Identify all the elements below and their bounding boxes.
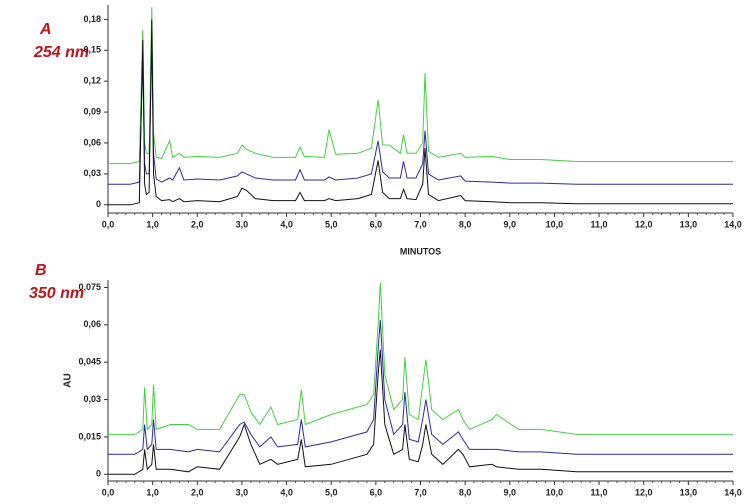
x-tick-label: 9,0 bbox=[504, 219, 517, 229]
x-tick-label: 7,0 bbox=[414, 487, 427, 497]
x-tick-label: 11,0 bbox=[591, 487, 608, 497]
x-tick-label: 0,0 bbox=[102, 219, 115, 229]
x-tick-label: 13,0 bbox=[680, 219, 698, 229]
y-tick-label: 0,09 bbox=[83, 106, 101, 116]
x-tick-label: 12,0 bbox=[635, 487, 653, 497]
x-tick-label: 2,0 bbox=[191, 487, 204, 497]
x-tick-label: 13,0 bbox=[680, 487, 698, 497]
trace bbox=[108, 349, 733, 475]
panel-wavelength: 350 nm bbox=[29, 285, 84, 302]
panel-wavelength: 254 nm bbox=[33, 44, 89, 61]
y-tick-label: 0,045 bbox=[78, 357, 101, 367]
x-tick-label: 2,0 bbox=[191, 219, 204, 229]
y-tick-label: 0 bbox=[96, 199, 101, 209]
x-tick-label: 5,0 bbox=[325, 487, 338, 497]
x-tick-label: 0,0 bbox=[102, 487, 115, 497]
trace bbox=[108, 19, 733, 206]
y-tick-label: 0,03 bbox=[83, 394, 101, 404]
x-tick-label: 14,0 bbox=[724, 487, 742, 497]
x-tick-label: 4,0 bbox=[280, 487, 293, 497]
x-tick-label: 9,0 bbox=[504, 487, 517, 497]
panel-label: A bbox=[39, 21, 52, 38]
x-tick-label: 10,0 bbox=[546, 487, 564, 497]
x-tick-label: 6,0 bbox=[370, 487, 383, 497]
y-tick-label: 0,06 bbox=[83, 319, 101, 329]
trace bbox=[108, 7, 733, 165]
y-tick-label: 0,12 bbox=[83, 76, 101, 86]
trace bbox=[108, 282, 733, 435]
x-tick-label: 3,0 bbox=[236, 219, 249, 229]
x-tick-label: 8,0 bbox=[459, 487, 472, 497]
x-axis-label: MINUTOS bbox=[400, 246, 441, 256]
panel-label: B bbox=[35, 262, 47, 279]
x-tick-label: 10,0 bbox=[546, 219, 564, 229]
x-tick-label: 7,0 bbox=[414, 219, 427, 229]
x-tick-label: 5,0 bbox=[325, 219, 338, 229]
x-tick-label: 6,0 bbox=[370, 219, 383, 229]
y-tick-label: 0,015 bbox=[78, 431, 101, 441]
x-tick-label: 1,0 bbox=[146, 487, 159, 497]
y-tick-label: 0,15 bbox=[83, 45, 101, 55]
x-tick-label: 11,0 bbox=[591, 219, 608, 229]
x-tick-label: 14,0 bbox=[724, 219, 742, 229]
x-tick-label: 1,0 bbox=[146, 219, 159, 229]
y-tick-label: 0,18 bbox=[83, 14, 101, 24]
x-tick-label: 12,0 bbox=[635, 219, 653, 229]
y-tick-label: 0,075 bbox=[78, 282, 101, 292]
y-axis-label: AU bbox=[63, 373, 74, 387]
x-tick-label: 3,0 bbox=[236, 487, 249, 497]
x-tick-label: 4,0 bbox=[280, 219, 293, 229]
trace bbox=[108, 319, 733, 455]
y-tick-label: 0 bbox=[96, 469, 101, 479]
x-tick-label: 8,0 bbox=[459, 219, 472, 229]
y-tick-label: 0,06 bbox=[83, 137, 101, 147]
trace bbox=[108, 39, 733, 185]
y-tick-label: 0,03 bbox=[83, 168, 101, 178]
